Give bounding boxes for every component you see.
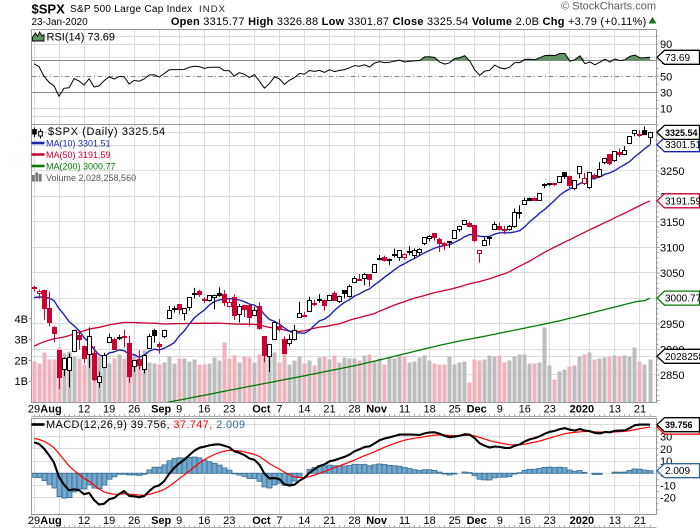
svg-text:3100: 3100 — [660, 243, 684, 255]
svg-text:3150: 3150 — [660, 217, 684, 229]
svg-text:Nov: Nov — [366, 515, 388, 527]
svg-text:RSI(14) 73.69: RSI(14) 73.69 — [47, 32, 115, 44]
svg-text:21: 21 — [634, 515, 646, 527]
svg-text:19: 19 — [103, 404, 115, 416]
svg-text:Nov: Nov — [366, 404, 388, 416]
svg-text:9: 9 — [176, 515, 182, 527]
svg-text:2B: 2B — [15, 355, 28, 367]
svg-text:Aug: Aug — [40, 515, 61, 527]
svg-text:26: 26 — [128, 404, 140, 416]
svg-text:Sep: Sep — [151, 404, 171, 416]
svg-text:12: 12 — [78, 404, 90, 416]
svg-text:-10: -10 — [660, 480, 676, 492]
svg-text:3301.51: 3301.51 — [665, 140, 700, 151]
svg-text:18: 18 — [423, 515, 435, 527]
svg-text:Open 3315.77 High 3326.88 Low: Open 3315.77 High 3326.88 Low 3301.87 Cl… — [171, 16, 647, 28]
svg-text:Dec: Dec — [467, 515, 487, 527]
svg-text:2028258560: 2028258560 — [665, 352, 700, 363]
svg-text:23: 23 — [544, 404, 556, 416]
svg-text:3325.54: 3325.54 — [665, 128, 698, 138]
svg-text:2020: 2020 — [570, 404, 594, 416]
svg-text:21: 21 — [323, 515, 335, 527]
svg-text:90: 90 — [660, 39, 672, 51]
svg-text:2.009: 2.009 — [665, 466, 690, 477]
svg-text:16: 16 — [519, 404, 531, 416]
svg-text:© StockCharts.com: © StockCharts.com — [561, 1, 656, 13]
svg-text:18: 18 — [423, 404, 435, 416]
svg-text:11: 11 — [399, 404, 410, 416]
svg-text:16: 16 — [198, 404, 210, 416]
svg-text:26: 26 — [128, 515, 140, 527]
svg-text:Dec: Dec — [467, 404, 487, 416]
svg-text:7: 7 — [276, 515, 282, 527]
svg-text:12: 12 — [78, 515, 90, 527]
svg-text:MA(10) 3301.51: MA(10) 3301.51 — [46, 139, 111, 149]
svg-text:4B: 4B — [15, 314, 28, 326]
svg-text:23-Jan-2020: 23-Jan-2020 — [32, 17, 89, 28]
svg-text:23: 23 — [223, 404, 235, 416]
svg-text:11: 11 — [399, 515, 410, 527]
svg-text:3050: 3050 — [660, 268, 684, 280]
svg-text:28: 28 — [348, 515, 360, 527]
svg-text:MA(50) 3191.59: MA(50) 3191.59 — [46, 150, 111, 160]
svg-text:2950: 2950 — [660, 319, 684, 331]
svg-text:19: 19 — [103, 515, 115, 527]
svg-text:$SPX (Daily) 3325.54: $SPX (Daily) 3325.54 — [48, 126, 166, 138]
svg-text:16: 16 — [198, 515, 210, 527]
svg-text:3250: 3250 — [660, 166, 684, 178]
svg-text:21: 21 — [634, 404, 646, 416]
svg-text:Volume 2,028,258,560: Volume 2,028,258,560 — [46, 173, 136, 183]
svg-text:3000.77: 3000.77 — [665, 294, 700, 305]
svg-text:2850: 2850 — [660, 370, 684, 382]
svg-text:Aug: Aug — [40, 404, 61, 416]
svg-text:14: 14 — [298, 515, 310, 527]
svg-text:28: 28 — [348, 404, 360, 416]
svg-text:39.756: 39.756 — [665, 420, 693, 430]
svg-text:16: 16 — [519, 515, 531, 527]
svg-text:14: 14 — [298, 404, 310, 416]
svg-text:S&P 500 Large Cap Index: S&P 500 Large Cap Index — [70, 4, 192, 15]
svg-text:INDX: INDX — [199, 4, 226, 15]
svg-text:7: 7 — [276, 404, 282, 416]
svg-text:9: 9 — [497, 404, 503, 416]
svg-text:13: 13 — [609, 515, 621, 527]
svg-text:1B: 1B — [15, 376, 28, 388]
svg-text:Sep: Sep — [151, 515, 171, 527]
svg-text:29: 29 — [28, 404, 40, 416]
svg-text:29: 29 — [28, 515, 40, 527]
svg-text:50: 50 — [660, 71, 672, 83]
svg-text:23: 23 — [223, 515, 235, 527]
svg-text:25: 25 — [449, 404, 461, 416]
svg-text:73.69: 73.69 — [665, 53, 690, 64]
svg-text:-20: -20 — [660, 493, 676, 505]
svg-text:23: 23 — [544, 515, 556, 527]
svg-text:9: 9 — [497, 515, 503, 527]
svg-text:21: 21 — [323, 404, 335, 416]
svg-text:Oct: Oct — [252, 404, 271, 416]
svg-text:MACD(12,26,9) 39.756, 37.747,: MACD(12,26,9) 39.756, 37.747, 2.009 — [46, 419, 245, 431]
svg-text:25: 25 — [449, 515, 461, 527]
svg-text:3B: 3B — [15, 335, 28, 347]
svg-text:9: 9 — [176, 404, 182, 416]
svg-text:MA(200) 3000.77: MA(200) 3000.77 — [46, 162, 116, 172]
svg-text:Oct: Oct — [252, 515, 271, 527]
svg-text:20: 20 — [660, 444, 672, 456]
svg-text:$SPX: $SPX — [32, 2, 66, 17]
svg-text:2020: 2020 — [570, 515, 594, 527]
svg-text:3191.59: 3191.59 — [665, 196, 700, 207]
svg-text:13: 13 — [609, 404, 621, 416]
svg-text:10: 10 — [660, 104, 672, 116]
svg-text:30: 30 — [660, 87, 672, 99]
